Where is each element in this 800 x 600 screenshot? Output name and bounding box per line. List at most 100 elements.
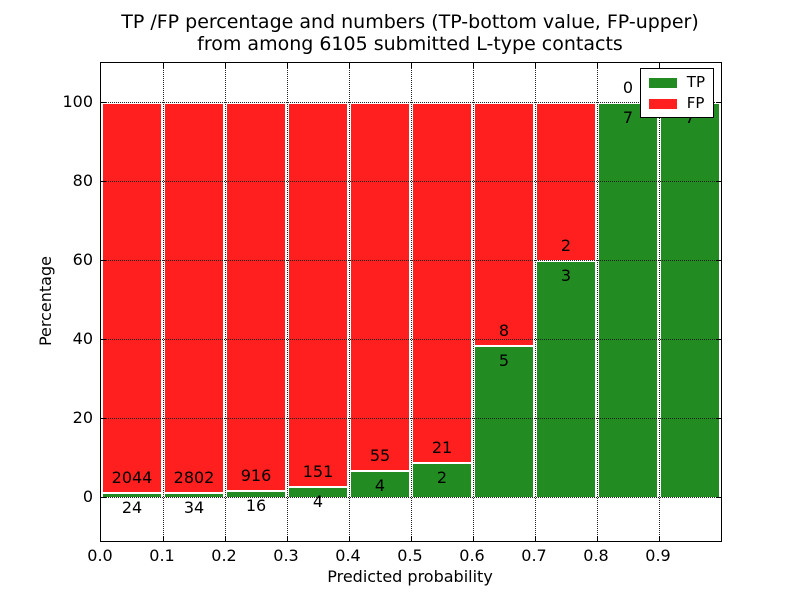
fp-bar-segment xyxy=(288,102,348,488)
fp-count-label: 2044 xyxy=(111,467,153,487)
fp-count-label: 0 xyxy=(622,77,634,97)
tp-count-label: 16 xyxy=(245,495,267,515)
y-tick-label: 80 xyxy=(72,170,93,190)
x-tick-mark xyxy=(411,63,412,68)
chart-title-line1: TP /FP percentage and numbers (TP-bottom… xyxy=(121,11,699,33)
x-axis-label: Predicted probability xyxy=(327,567,493,586)
tp-bar-segment xyxy=(536,260,596,498)
x-tick-label: 0.6 xyxy=(459,546,485,565)
y-tick-mark xyxy=(716,338,721,340)
y-tick-mark xyxy=(101,417,106,419)
tp-count-label: 4 xyxy=(312,492,324,512)
fp-count-label: 2802 xyxy=(173,467,215,487)
x-tick-label: 0.3 xyxy=(273,546,299,565)
legend-entry-fp: FP xyxy=(648,94,705,112)
fp-bar-segment xyxy=(412,102,472,464)
x-tick-label: 0.5 xyxy=(397,546,423,565)
vertical-gridline xyxy=(473,63,474,541)
fp-count-label: 8 xyxy=(498,320,510,340)
y-tick-mark xyxy=(716,417,721,419)
x-tick-label: 0.0 xyxy=(87,546,113,565)
chart-title-line2: from among 6105 submitted L-type contact… xyxy=(197,33,623,55)
x-tick-mark xyxy=(659,536,660,541)
x-tick-mark xyxy=(535,536,536,541)
fp-count-label: 2 xyxy=(560,235,572,255)
y-axis-label: Percentage xyxy=(36,256,55,347)
tp-bar-segment xyxy=(474,345,534,498)
x-tick-mark xyxy=(225,536,226,541)
y-tick-mark xyxy=(101,101,106,103)
x-tick-mark xyxy=(349,536,350,541)
x-tick-mark xyxy=(287,63,288,68)
x-tick-mark xyxy=(287,536,288,541)
fp-bar-segment xyxy=(102,102,162,493)
y-tick-mark xyxy=(716,496,721,498)
tp-bar-segment xyxy=(412,463,472,498)
y-tick-mark xyxy=(101,180,106,182)
vertical-gridline xyxy=(659,63,660,541)
x-tick-label: 0.4 xyxy=(335,546,361,565)
vertical-gridline xyxy=(287,63,288,541)
y-tick-mark xyxy=(101,259,106,261)
tp-count-label: 5 xyxy=(498,350,510,370)
fp-bar-segment xyxy=(350,102,410,471)
horizontal-gridline xyxy=(101,496,721,498)
vertical-gridline xyxy=(225,63,226,541)
fp-bar-segment xyxy=(536,102,596,261)
y-tick-mark xyxy=(716,259,721,261)
vertical-gridline xyxy=(349,63,350,541)
fp-swatch-icon xyxy=(648,98,677,109)
vertical-gridline xyxy=(411,63,412,541)
y-tick-mark xyxy=(716,180,721,182)
fp-count-label: 21 xyxy=(431,438,453,458)
tp-bar-segment xyxy=(598,102,658,498)
y-tick-label: 100 xyxy=(62,91,93,111)
x-tick-mark xyxy=(659,63,660,68)
legend-entry-tp: TP xyxy=(648,73,705,91)
y-tick-label: 0 xyxy=(82,486,93,506)
tp-swatch-icon xyxy=(648,77,677,88)
vertical-gridline xyxy=(163,63,164,541)
y-tick-label: 60 xyxy=(72,249,93,269)
horizontal-gridline xyxy=(101,180,721,182)
horizontal-gridline xyxy=(101,417,721,419)
y-tick-mark xyxy=(716,101,721,103)
horizontal-gridline xyxy=(101,338,721,340)
x-tick-mark xyxy=(411,536,412,541)
legend: TP FP xyxy=(639,68,714,118)
legend-label: FP xyxy=(686,94,705,112)
fp-bar-segment xyxy=(474,102,534,346)
x-tick-mark xyxy=(163,536,164,541)
x-tick-mark xyxy=(597,536,598,541)
y-tick-label: 20 xyxy=(72,407,93,427)
fp-bar-segment xyxy=(226,102,286,491)
x-tick-mark xyxy=(597,63,598,68)
tp-count-label: 34 xyxy=(183,497,205,517)
tp-count-label: 4 xyxy=(374,475,386,495)
y-tick-mark xyxy=(101,496,106,498)
fp-count-label: 55 xyxy=(369,445,391,465)
x-tick-mark xyxy=(473,63,474,68)
x-tick-label: 0.2 xyxy=(211,546,237,565)
fp-count-label: 916 xyxy=(240,465,272,485)
tp-count-label: 3 xyxy=(560,265,572,285)
x-tick-label: 0.7 xyxy=(521,546,547,565)
fp-bar-segment xyxy=(164,102,224,493)
vertical-gridline xyxy=(597,63,598,541)
tp-count-label: 24 xyxy=(121,497,143,517)
x-tick-mark xyxy=(225,63,226,68)
tp-count-label: 7 xyxy=(622,107,634,127)
fp-count-label: 151 xyxy=(302,462,334,482)
chart-title: TP /FP percentage and numbers (TP-bottom… xyxy=(100,11,720,55)
y-tick-mark xyxy=(101,338,106,340)
x-tick-label: 0.1 xyxy=(149,546,175,565)
legend-label: TP xyxy=(686,73,705,91)
vertical-gridline xyxy=(535,63,536,541)
tp-count-label: 2 xyxy=(436,468,448,488)
horizontal-gridline xyxy=(101,259,721,261)
tp-bar-segment xyxy=(660,102,720,498)
x-tick-label: 0.8 xyxy=(583,546,609,565)
x-tick-label: 0.9 xyxy=(645,546,671,565)
plot-area: 2044242802349161615145542128523077TPFP xyxy=(100,62,722,542)
